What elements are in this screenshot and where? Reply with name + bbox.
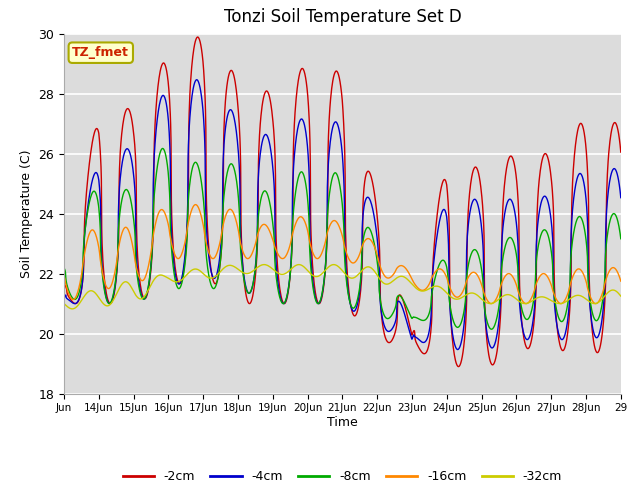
- -16cm: [617, 278, 625, 284]
- -2cm: [317, 296, 325, 302]
- Line: -32cm: -32cm: [64, 264, 621, 309]
- -32cm: [148, 281, 156, 287]
- -4cm: [317, 294, 325, 300]
- Line: -4cm: -4cm: [64, 80, 621, 349]
- -8cm: [617, 236, 625, 241]
- -2cm: [611, 120, 618, 126]
- -8cm: [556, 317, 564, 323]
- Title: Tonzi Soil Temperature Set D: Tonzi Soil Temperature Set D: [223, 9, 461, 26]
- X-axis label: Time: Time: [327, 416, 358, 429]
- -32cm: [474, 293, 482, 299]
- -4cm: [454, 347, 461, 352]
- -32cm: [556, 300, 564, 306]
- -8cm: [488, 326, 495, 332]
- -4cm: [328, 127, 336, 133]
- -32cm: [60, 300, 68, 306]
- Line: -2cm: -2cm: [64, 37, 621, 367]
- -2cm: [455, 364, 463, 370]
- -16cm: [556, 300, 563, 306]
- -16cm: [328, 219, 336, 225]
- -4cm: [147, 261, 155, 266]
- -8cm: [147, 261, 155, 267]
- -2cm: [617, 149, 625, 155]
- -4cm: [556, 334, 564, 340]
- -2cm: [147, 265, 155, 271]
- -2cm: [194, 34, 202, 40]
- -8cm: [317, 293, 325, 299]
- -16cm: [557, 300, 564, 306]
- Text: TZ_fmet: TZ_fmet: [72, 46, 129, 59]
- -16cm: [192, 202, 200, 207]
- -16cm: [147, 249, 155, 255]
- -32cm: [260, 262, 268, 267]
- Line: -16cm: -16cm: [64, 204, 621, 303]
- -4cm: [611, 166, 618, 171]
- Y-axis label: Soil Temperature (C): Soil Temperature (C): [20, 149, 33, 278]
- -4cm: [474, 204, 482, 209]
- -8cm: [159, 145, 166, 151]
- -32cm: [318, 271, 326, 276]
- Legend: -2cm, -4cm, -8cm, -16cm, -32cm: -2cm, -4cm, -8cm, -16cm, -32cm: [118, 465, 567, 480]
- -8cm: [60, 265, 68, 271]
- -16cm: [60, 273, 68, 278]
- -4cm: [617, 195, 625, 201]
- -4cm: [193, 77, 200, 83]
- -16cm: [474, 273, 482, 279]
- -2cm: [60, 288, 68, 293]
- -32cm: [68, 306, 76, 312]
- -2cm: [474, 169, 482, 175]
- -32cm: [328, 262, 336, 268]
- -16cm: [317, 251, 325, 257]
- Line: -8cm: -8cm: [64, 148, 621, 329]
- -2cm: [556, 342, 564, 348]
- -8cm: [328, 176, 336, 182]
- -2cm: [328, 83, 336, 88]
- -8cm: [611, 211, 618, 216]
- -32cm: [617, 293, 625, 299]
- -8cm: [474, 251, 482, 256]
- -16cm: [611, 265, 618, 271]
- -4cm: [60, 296, 68, 301]
- -32cm: [611, 288, 618, 293]
